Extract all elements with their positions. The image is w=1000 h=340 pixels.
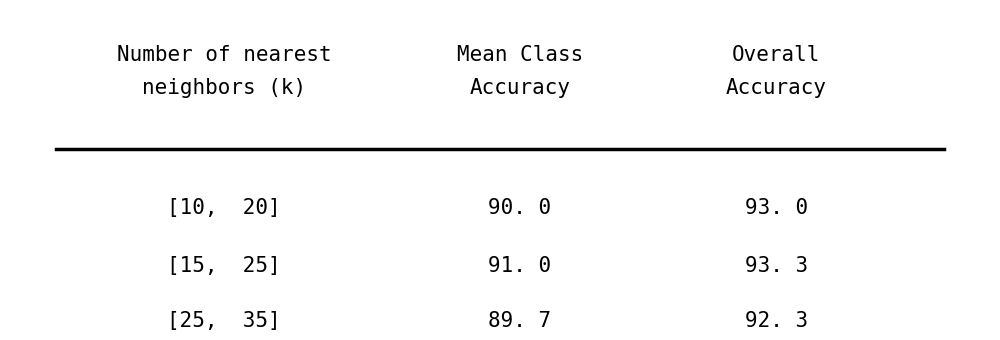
Text: 89. 7: 89. 7 bbox=[488, 311, 551, 331]
Text: 90. 0: 90. 0 bbox=[488, 198, 551, 218]
Text: [25,  35]: [25, 35] bbox=[167, 311, 281, 331]
Text: 91. 0: 91. 0 bbox=[488, 256, 551, 276]
Text: Number of nearest
neighbors (k): Number of nearest neighbors (k) bbox=[117, 45, 331, 98]
Text: [15,  25]: [15, 25] bbox=[167, 256, 281, 276]
Text: [10,  20]: [10, 20] bbox=[167, 198, 281, 218]
Text: 93. 3: 93. 3 bbox=[745, 256, 808, 276]
Text: Overall
Accuracy: Overall Accuracy bbox=[726, 45, 827, 98]
Text: 92. 3: 92. 3 bbox=[745, 311, 808, 331]
Text: 93. 0: 93. 0 bbox=[745, 198, 808, 218]
Text: Mean Class
Accuracy: Mean Class Accuracy bbox=[457, 45, 583, 98]
